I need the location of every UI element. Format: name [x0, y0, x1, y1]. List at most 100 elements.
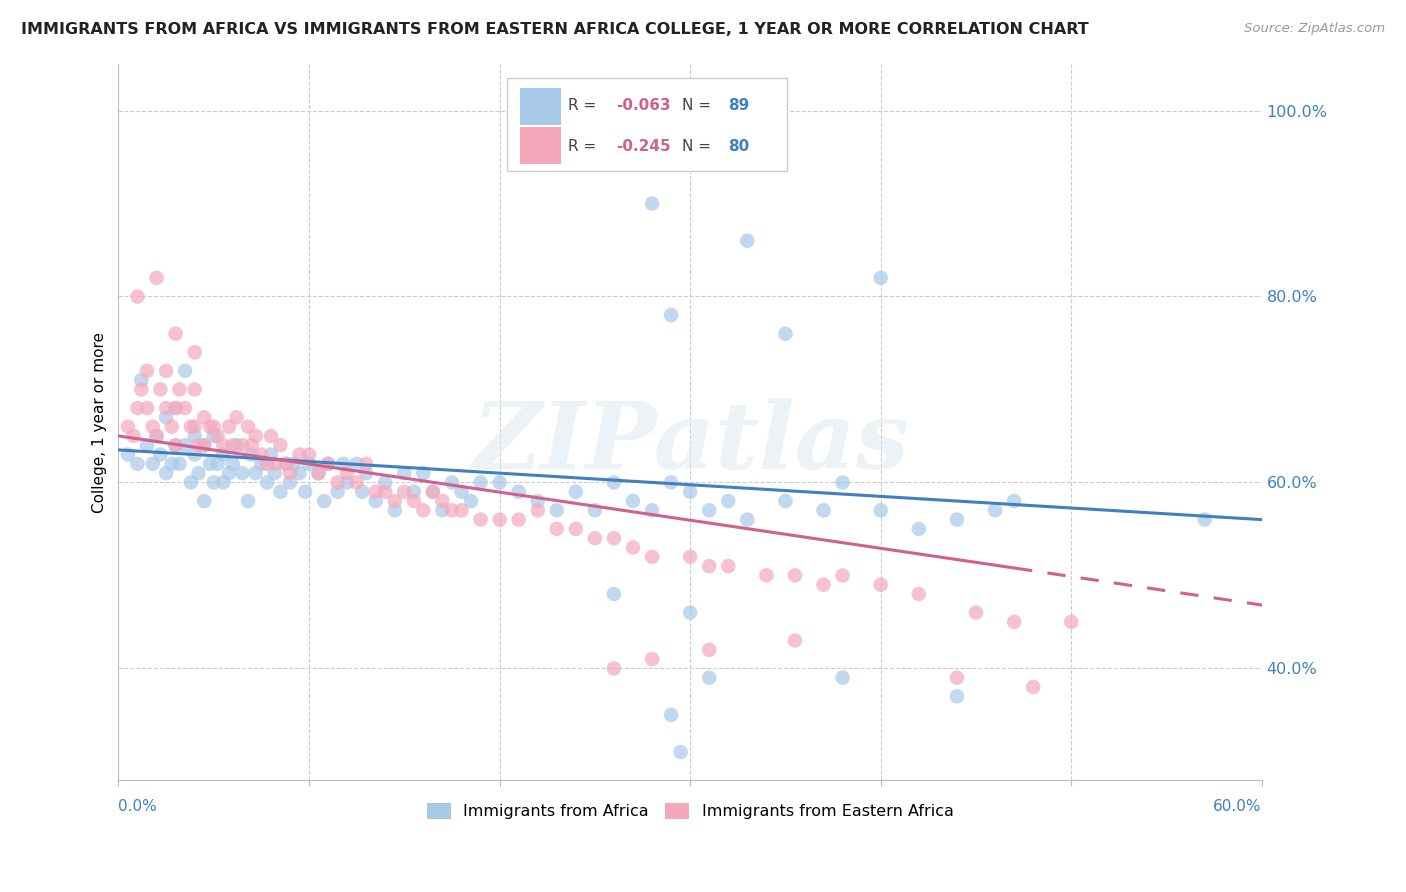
Point — [659, 475, 682, 490]
Text: R =: R = — [568, 139, 600, 154]
Point — [717, 559, 740, 574]
Point — [697, 559, 720, 574]
Point — [737, 234, 759, 248]
Point — [212, 475, 235, 490]
Point — [256, 475, 278, 490]
Point — [165, 326, 187, 341]
Text: -0.063: -0.063 — [616, 98, 671, 113]
Point — [142, 419, 165, 434]
Point — [136, 364, 159, 378]
Point — [288, 466, 311, 480]
Point — [470, 513, 492, 527]
Point — [659, 707, 682, 722]
Point — [218, 466, 240, 480]
Point — [231, 438, 253, 452]
Point — [583, 503, 606, 517]
Point — [332, 457, 354, 471]
FancyBboxPatch shape — [520, 127, 561, 164]
Point — [174, 438, 197, 452]
Point — [326, 475, 349, 490]
Point — [245, 429, 267, 443]
Point — [470, 475, 492, 490]
Point — [583, 531, 606, 545]
Point — [218, 419, 240, 434]
Point — [1022, 680, 1045, 694]
Point — [813, 503, 835, 517]
Text: 80: 80 — [728, 139, 749, 154]
Text: 89: 89 — [728, 98, 749, 113]
Point — [565, 522, 588, 536]
Point — [526, 503, 548, 517]
Point — [394, 484, 416, 499]
Point — [240, 448, 263, 462]
Text: -0.245: -0.245 — [616, 139, 671, 154]
Point — [326, 484, 349, 499]
Point — [193, 438, 215, 452]
Point — [641, 652, 664, 666]
Point — [440, 475, 463, 490]
Text: IMMIGRANTS FROM AFRICA VS IMMIGRANTS FROM EASTERN AFRICA COLLEGE, 1 YEAR OR MORE: IMMIGRANTS FROM AFRICA VS IMMIGRANTS FRO… — [21, 22, 1088, 37]
Point — [354, 457, 377, 471]
Point — [122, 429, 145, 443]
Text: 60.0%: 60.0% — [1213, 798, 1261, 814]
Point — [165, 438, 187, 452]
Point — [145, 429, 167, 443]
Point — [984, 503, 1007, 517]
Point — [160, 457, 183, 471]
Point — [1002, 494, 1025, 508]
Point — [946, 690, 969, 704]
Point — [432, 494, 454, 508]
Y-axis label: College, 1 year or more: College, 1 year or more — [93, 332, 107, 513]
Point — [831, 568, 853, 582]
Point — [432, 503, 454, 517]
Point — [160, 419, 183, 434]
Point — [131, 373, 153, 387]
Point — [174, 401, 197, 415]
Point — [193, 438, 215, 452]
Text: R =: R = — [568, 98, 600, 113]
Point — [641, 196, 664, 211]
Point — [240, 438, 263, 452]
Point — [697, 503, 720, 517]
Point — [641, 549, 664, 564]
Point — [508, 484, 530, 499]
Point — [412, 503, 434, 517]
Point — [202, 429, 225, 443]
Point — [174, 364, 197, 378]
Point — [422, 484, 444, 499]
Point — [603, 475, 626, 490]
Point — [384, 503, 406, 517]
Point — [813, 578, 835, 592]
Point — [269, 484, 291, 499]
Point — [621, 494, 644, 508]
Point — [256, 457, 278, 471]
Point — [546, 503, 568, 517]
Point — [278, 475, 301, 490]
Point — [621, 541, 644, 555]
Point — [374, 475, 396, 490]
Point — [169, 383, 191, 397]
Point — [402, 484, 425, 499]
Point — [603, 661, 626, 675]
Point — [336, 475, 359, 490]
Point — [180, 475, 202, 490]
Point — [775, 494, 797, 508]
Point — [183, 383, 205, 397]
Point — [908, 587, 931, 601]
Point — [402, 494, 425, 508]
Point — [659, 308, 682, 322]
Text: N =: N = — [682, 139, 716, 154]
Point — [508, 513, 530, 527]
Point — [127, 401, 149, 415]
Point — [155, 401, 177, 415]
Point — [187, 438, 209, 452]
Point — [183, 448, 205, 462]
Point — [364, 494, 387, 508]
Point — [225, 410, 247, 425]
FancyBboxPatch shape — [508, 78, 787, 171]
Point — [298, 457, 321, 471]
Point — [394, 466, 416, 480]
Point — [450, 484, 472, 499]
Point — [679, 484, 702, 499]
Point — [697, 671, 720, 685]
